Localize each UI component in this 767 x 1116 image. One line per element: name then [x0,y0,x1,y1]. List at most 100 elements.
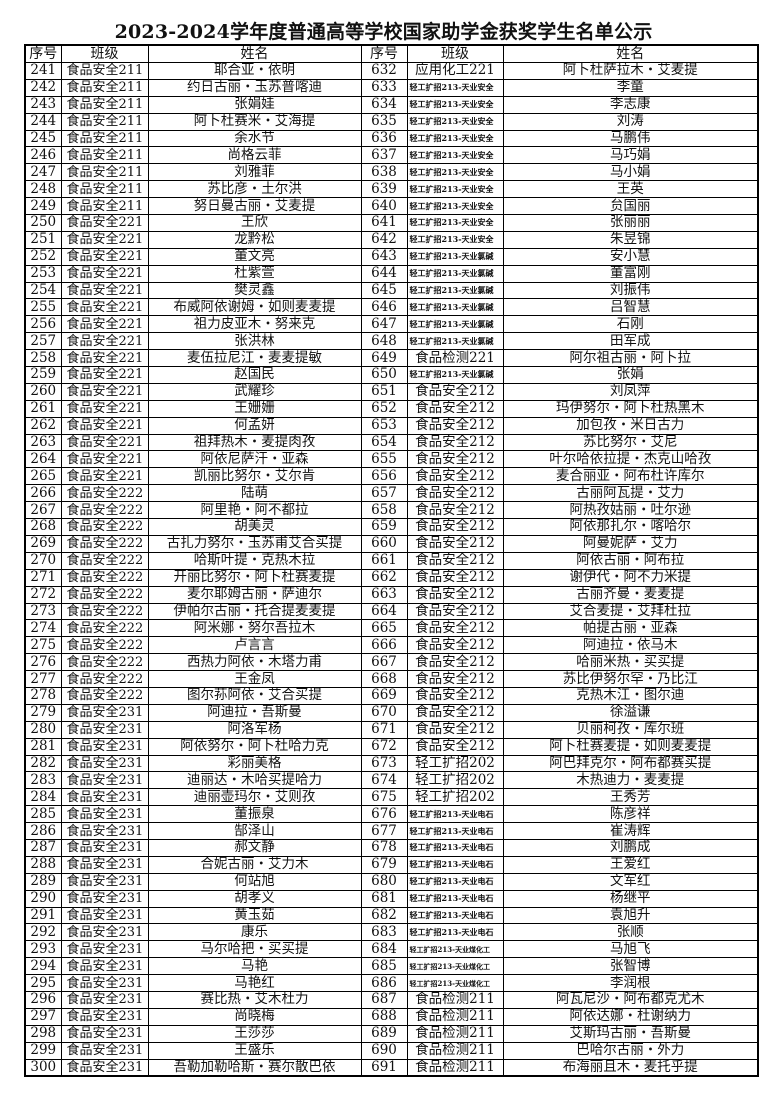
serial-cell: 259 [24,366,62,384]
name-cell-2: 马小娟 [502,163,759,182]
class-cell-2: 食品安全212 [406,484,504,503]
serial-cell-2: 632 [360,62,408,80]
class-cell: 食品安全211 [60,78,149,97]
table-row: 275 食品安全222 卢言言 666 食品安全212 阿迪拉・依马木 [24,636,759,655]
name-cell: 王盛乐 [147,1041,362,1060]
table-row: 258 食品安全221 麦伍拉尼江・麦麦提敏 649 食品检测221 阿尔祖古丽・阿卜拉 [24,349,759,368]
class-cell: 食品安全222 [60,585,149,604]
header-name-2: 姓名 [502,44,759,63]
name-cell: 樊灵鑫 [147,281,362,300]
name-cell: 胡孝义 [147,889,362,908]
class-cell: 食品安全231 [60,990,149,1009]
table-row: 252 食品安全221 董文亮 643 轻工扩招213-天业氯碱 安小慧 [24,247,759,266]
serial-cell-2: 675 [360,788,408,807]
table-row: 245 食品安全211 余水节 636 轻工扩招213-天业安全 马鹏伟 [24,129,759,148]
serial-cell-2: 668 [360,670,408,688]
serial-cell: 271 [24,568,62,587]
serial-cell-2: 687 [360,990,408,1009]
table-row: 298 食品安全231 王莎莎 689 食品检测211 艾斯玛古丽・吾斯曼 [24,1024,759,1043]
class-cell: 食品安全222 [60,534,149,553]
table-row: 265 食品安全221 凯丽比努尔・艾尔肯 656 食品安全212 麦合丽亚・阿布杜许库尔 [24,467,759,486]
name-cell-2: 阿依达娜・杜谢纳力 [502,1007,759,1026]
name-cell-2: 古丽阿瓦提・艾力 [502,484,759,503]
class-cell-2: 轻工扩招213-天业安全 [406,129,504,148]
name-cell-2: 张智博 [502,957,759,976]
serial-cell: 267 [24,501,62,520]
name-cell: 尚格云菲 [147,146,362,165]
class-cell: 食品安全222 [60,636,149,655]
class-cell: 食品安全231 [60,805,149,824]
serial-cell: 281 [24,737,62,756]
serial-cell-2: 643 [360,247,408,266]
name-cell-2: 王爱红 [502,855,759,874]
class-cell-2: 食品安全212 [406,433,504,452]
name-cell: 凯丽比努尔・艾尔肯 [147,467,362,486]
serial-cell-2: 685 [360,957,408,976]
class-cell-2: 食品安全212 [406,720,504,739]
class-cell-2: 轻工扩招213-天业电石 [406,855,504,874]
name-cell-2: 玛伊努尔・阿卜杜热黑木 [502,399,759,418]
name-cell: 阿米娜・努尔吾拉木 [147,619,362,638]
name-cell: 伊帕尔古丽・托合提麦麦提 [147,602,362,621]
name-cell-2: 安小慧 [502,247,759,266]
name-cell: 开丽比努尔・阿卜杜赛麦提 [147,568,362,587]
name-cell-2: 阿迪拉・依马木 [502,636,759,655]
name-cell: 何孟妍 [147,416,362,435]
name-cell-2: 贠国丽 [502,197,759,216]
name-cell: 郜泽山 [147,822,362,840]
name-cell-2: 王英 [502,180,759,199]
serial-cell-2: 674 [360,771,408,790]
table-row: 287 食品安全231 郝文静 678 轻工扩招213-天业电石 刘鹏成 [24,838,759,857]
table-row: 256 食品安全221 祖力皮亚木・努来克 647 轻工扩招213-天业氯碱 石刚 [24,315,759,334]
serial-cell-2: 681 [360,889,408,908]
name-cell-2: 木热迪力・麦麦提 [502,771,759,790]
name-cell-2: 苏比伊努尔罕・乃比江 [502,670,759,688]
class-cell: 食品安全231 [60,754,149,773]
serial-cell-2: 656 [360,467,408,486]
class-cell: 食品安全231 [60,923,149,942]
serial-cell-2: 647 [360,315,408,334]
name-cell: 龙黔松 [147,230,362,249]
table-row: 296 食品安全231 赛比热・艾木杜力 687 食品检测211 阿瓦尼沙・阿布都克尤木 [24,990,759,1009]
table-row: 272 食品安全222 麦尔耶姆古丽・萨迪尔 663 食品安全212 古丽齐曼・麦麦提 [24,585,759,604]
class-cell: 食品安全221 [60,366,149,384]
serial-cell-2: 688 [360,1007,408,1026]
table-row: 292 食品安全231 康乐 683 轻工扩招213-天业电石 张顺 [24,923,759,942]
class-cell-2: 食品安全212 [406,551,504,570]
name-cell-2: 石刚 [502,315,759,334]
class-cell-2: 轻工扩招213-天业电石 [406,906,504,925]
class-cell: 食品安全221 [60,214,149,232]
class-cell-2: 轻工扩招213-天业煤化工 [406,974,504,992]
name-cell: 合妮古丽・艾力木 [147,855,362,874]
table-row: 299 食品安全231 王盛乐 690 食品检测211 巴哈尔古丽・外力 [24,1041,759,1060]
class-cell: 食品安全231 [60,788,149,807]
class-cell-2: 食品安全212 [406,568,504,587]
table-row: 241 食品安全211 耶合亚・依明 632 应用化工221 阿卜杜萨拉木・艾麦提 [24,62,759,80]
serial-cell-2: 689 [360,1024,408,1043]
name-cell-2: 刘振伟 [502,281,759,300]
table-row: 262 食品安全221 何孟妍 653 食品安全212 加包孜・米日古力 [24,416,759,435]
serial-cell: 254 [24,281,62,300]
serial-cell-2: 636 [360,129,408,148]
class-cell: 食品安全221 [60,416,149,435]
header-serial: 序号 [24,44,62,63]
serial-cell: 300 [24,1058,62,1077]
class-cell-2: 轻工扩招213-天业安全 [406,146,504,165]
serial-cell: 253 [24,264,62,283]
name-cell-2: 张顺 [502,923,759,942]
name-cell-2: 崔涛辉 [502,822,759,840]
class-cell-2: 轻工扩招213-天业氯碱 [406,366,504,384]
serial-cell: 272 [24,585,62,604]
serial-cell: 245 [24,129,62,148]
serial-cell: 289 [24,872,62,891]
serial-cell: 265 [24,467,62,486]
serial-cell-2: 634 [360,95,408,114]
name-cell: 耶合亚・依明 [147,62,362,80]
serial-cell-2: 672 [360,737,408,756]
name-cell-2: 阿卜杜赛麦提・如则麦麦提 [502,737,759,756]
class-cell-2: 轻工扩招213-天业安全 [406,163,504,182]
serial-cell-2: 691 [360,1058,408,1077]
serial-cell: 299 [24,1041,62,1060]
class-cell-2: 食品安全212 [406,670,504,688]
class-cell-2: 轻工扩招213-天业安全 [406,78,504,97]
